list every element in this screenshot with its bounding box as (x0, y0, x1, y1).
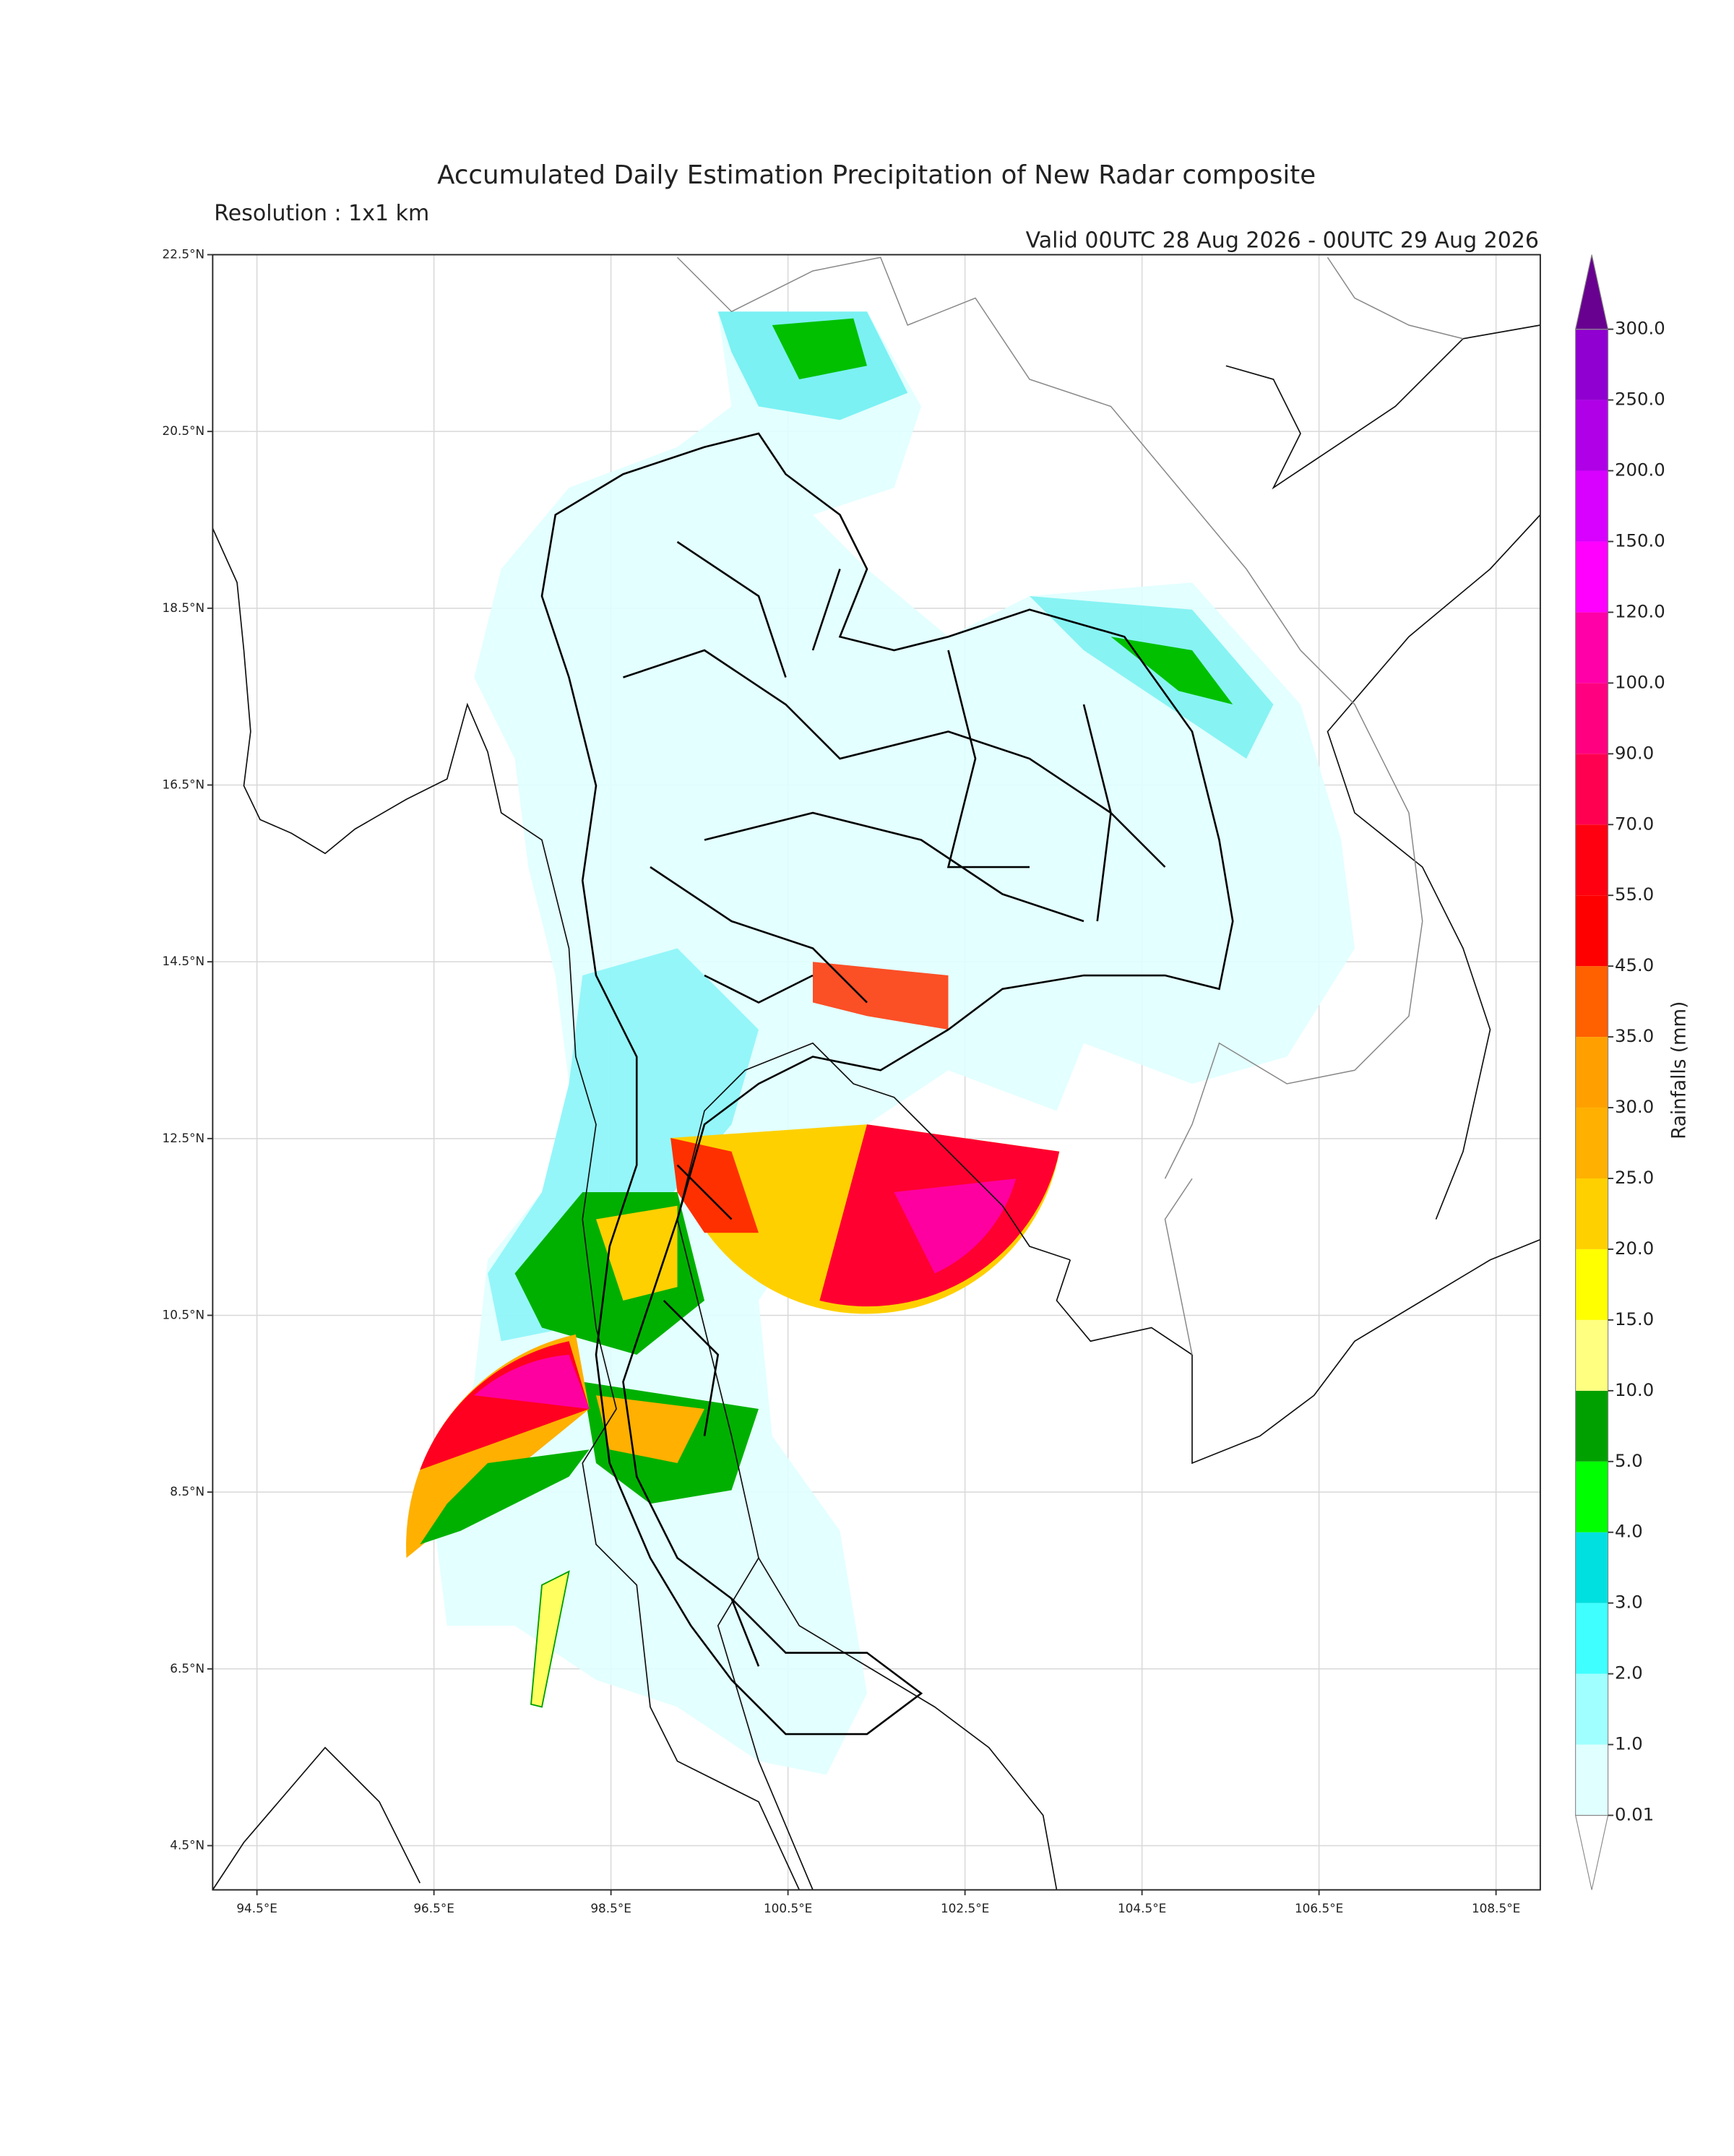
colorbar-segment (1575, 895, 1608, 967)
colorbar-tick-label: 120.0 (1615, 600, 1665, 621)
x-tick-label: 102.5°E (941, 1901, 989, 1915)
rain-area (420, 1449, 590, 1545)
y-tick-label: 16.5°N (163, 777, 205, 791)
colorbar-tick-label: 100.0 (1615, 671, 1665, 692)
colorbar-tick-label: 250.0 (1615, 389, 1665, 410)
rain-area (596, 1395, 704, 1464)
y-tick-label: 8.5°N (170, 1484, 204, 1499)
colorbar-segment (1575, 1319, 1608, 1391)
colorbar-segment (1575, 824, 1608, 896)
colorbar-segment (1575, 1673, 1608, 1745)
colorbar-segment (1575, 966, 1608, 1038)
colorbar-segment (1575, 1037, 1608, 1108)
rain-field (406, 311, 1355, 1775)
x-tick-label: 94.5°E (236, 1901, 277, 1915)
rain-area (1030, 596, 1274, 759)
colorbar-tick-label: 300.0 (1615, 318, 1665, 339)
rain-area (596, 1205, 678, 1301)
colorbar-tick-label: 1.0 (1615, 1733, 1643, 1754)
colorbar-extend-max (1574, 254, 1609, 330)
rain-area (530, 1570, 570, 1708)
colorbar-tick-label: 15.0 (1615, 1308, 1654, 1329)
colorbar: 0.01 1.0 2.0 3.0 4.0 5.0 10.0 15.0 20.0 25.0 30.0 3… (1574, 254, 1665, 1890)
colorbar-segment (1575, 1532, 1608, 1603)
colorbar-segment (1575, 541, 1608, 613)
colorbar-segment (1575, 754, 1608, 825)
colorbar-tick-label: 30.0 (1615, 1096, 1654, 1117)
colorbar-segment (1575, 1108, 1608, 1178)
rain-area (813, 962, 949, 1030)
x-tick-label: 100.5°E (764, 1901, 812, 1915)
colorbar-segment (1575, 1603, 1608, 1674)
colorbar-segment (1575, 1744, 1608, 1816)
x-tick-label: 104.5°E (1118, 1901, 1166, 1915)
colorbar-segment (1575, 612, 1608, 684)
colorbar-tick-label: 25.0 (1615, 1167, 1654, 1188)
rain-area (894, 1178, 1017, 1274)
y-tick-label: 14.5°N (163, 954, 205, 968)
colorbar-tick-label: 0.01 (1615, 1804, 1654, 1825)
y-tick-label: 22.5°N (163, 247, 205, 262)
colorbar-tick-label: 5.0 (1615, 1450, 1643, 1471)
colorbar-segment (1575, 683, 1608, 754)
x-tick-label: 108.5°E (1472, 1901, 1520, 1915)
colorbar-tick-label: 150.0 (1615, 530, 1665, 551)
x-tick-label: 98.5°E (590, 1901, 631, 1915)
x-tick-label: 106.5°E (1295, 1901, 1343, 1915)
y-tick-label: 10.5°N (163, 1307, 205, 1321)
plot-frame (212, 254, 1541, 1891)
colorbar-label: Rainfalls (mm) (1669, 1001, 1691, 1139)
y-tick-label: 12.5°N (163, 1131, 205, 1145)
rain-area (670, 1138, 759, 1233)
colorbar-segment (1575, 1178, 1608, 1249)
colorbar-tick-label: 2.0 (1615, 1663, 1643, 1683)
colorbar-tick-label: 55.0 (1615, 884, 1654, 905)
y-tick-label: 20.5°N (163, 423, 205, 438)
rain-area (434, 311, 1355, 1775)
x-tick-label: 96.5°E (413, 1901, 454, 1915)
subtitle: Resolution : 1x1 km (214, 201, 429, 226)
colorbar-segment (1575, 1249, 1608, 1320)
colorbar-segment (1575, 400, 1608, 471)
colorbar-tick-label: 200.0 (1615, 460, 1665, 480)
map-lines (212, 256, 1540, 1890)
colorbar-tick-label: 3.0 (1615, 1592, 1643, 1613)
colorbar-segment (1575, 1461, 1608, 1532)
y-tick-label: 6.5°N (170, 1661, 204, 1676)
valid-time: Valid 00UTC 28 Aug 2026 - 00UTC 29 Aug 2… (1026, 228, 1539, 253)
colorbar-tick-label: 35.0 (1615, 1025, 1654, 1046)
y-tick-label: 18.5°N (163, 600, 205, 615)
colorbar-segment (1575, 1390, 1608, 1462)
rain-area (1110, 637, 1233, 705)
colorbar-tick-label: 4.0 (1615, 1521, 1643, 1542)
colorbar-tick-label: 20.0 (1615, 1238, 1654, 1259)
rain-area (474, 1355, 590, 1410)
title: Accumulated Daily Estimation Precipitati… (437, 160, 1316, 190)
y-tick-label: 4.5°N (170, 1837, 204, 1852)
rain-area (772, 318, 867, 380)
colorbar-tick-label: 10.0 (1615, 1379, 1654, 1400)
colorbar-tick-label: 90.0 (1615, 742, 1654, 763)
colorbar-tick-label: 45.0 (1615, 954, 1654, 975)
colorbar-segment (1575, 329, 1608, 400)
colorbar-frame (1575, 329, 1609, 1816)
colorbar-segment (1575, 470, 1608, 542)
colorbar-extend-min (1574, 1814, 1609, 1890)
colorbar-tick-label: 70.0 (1615, 813, 1654, 834)
